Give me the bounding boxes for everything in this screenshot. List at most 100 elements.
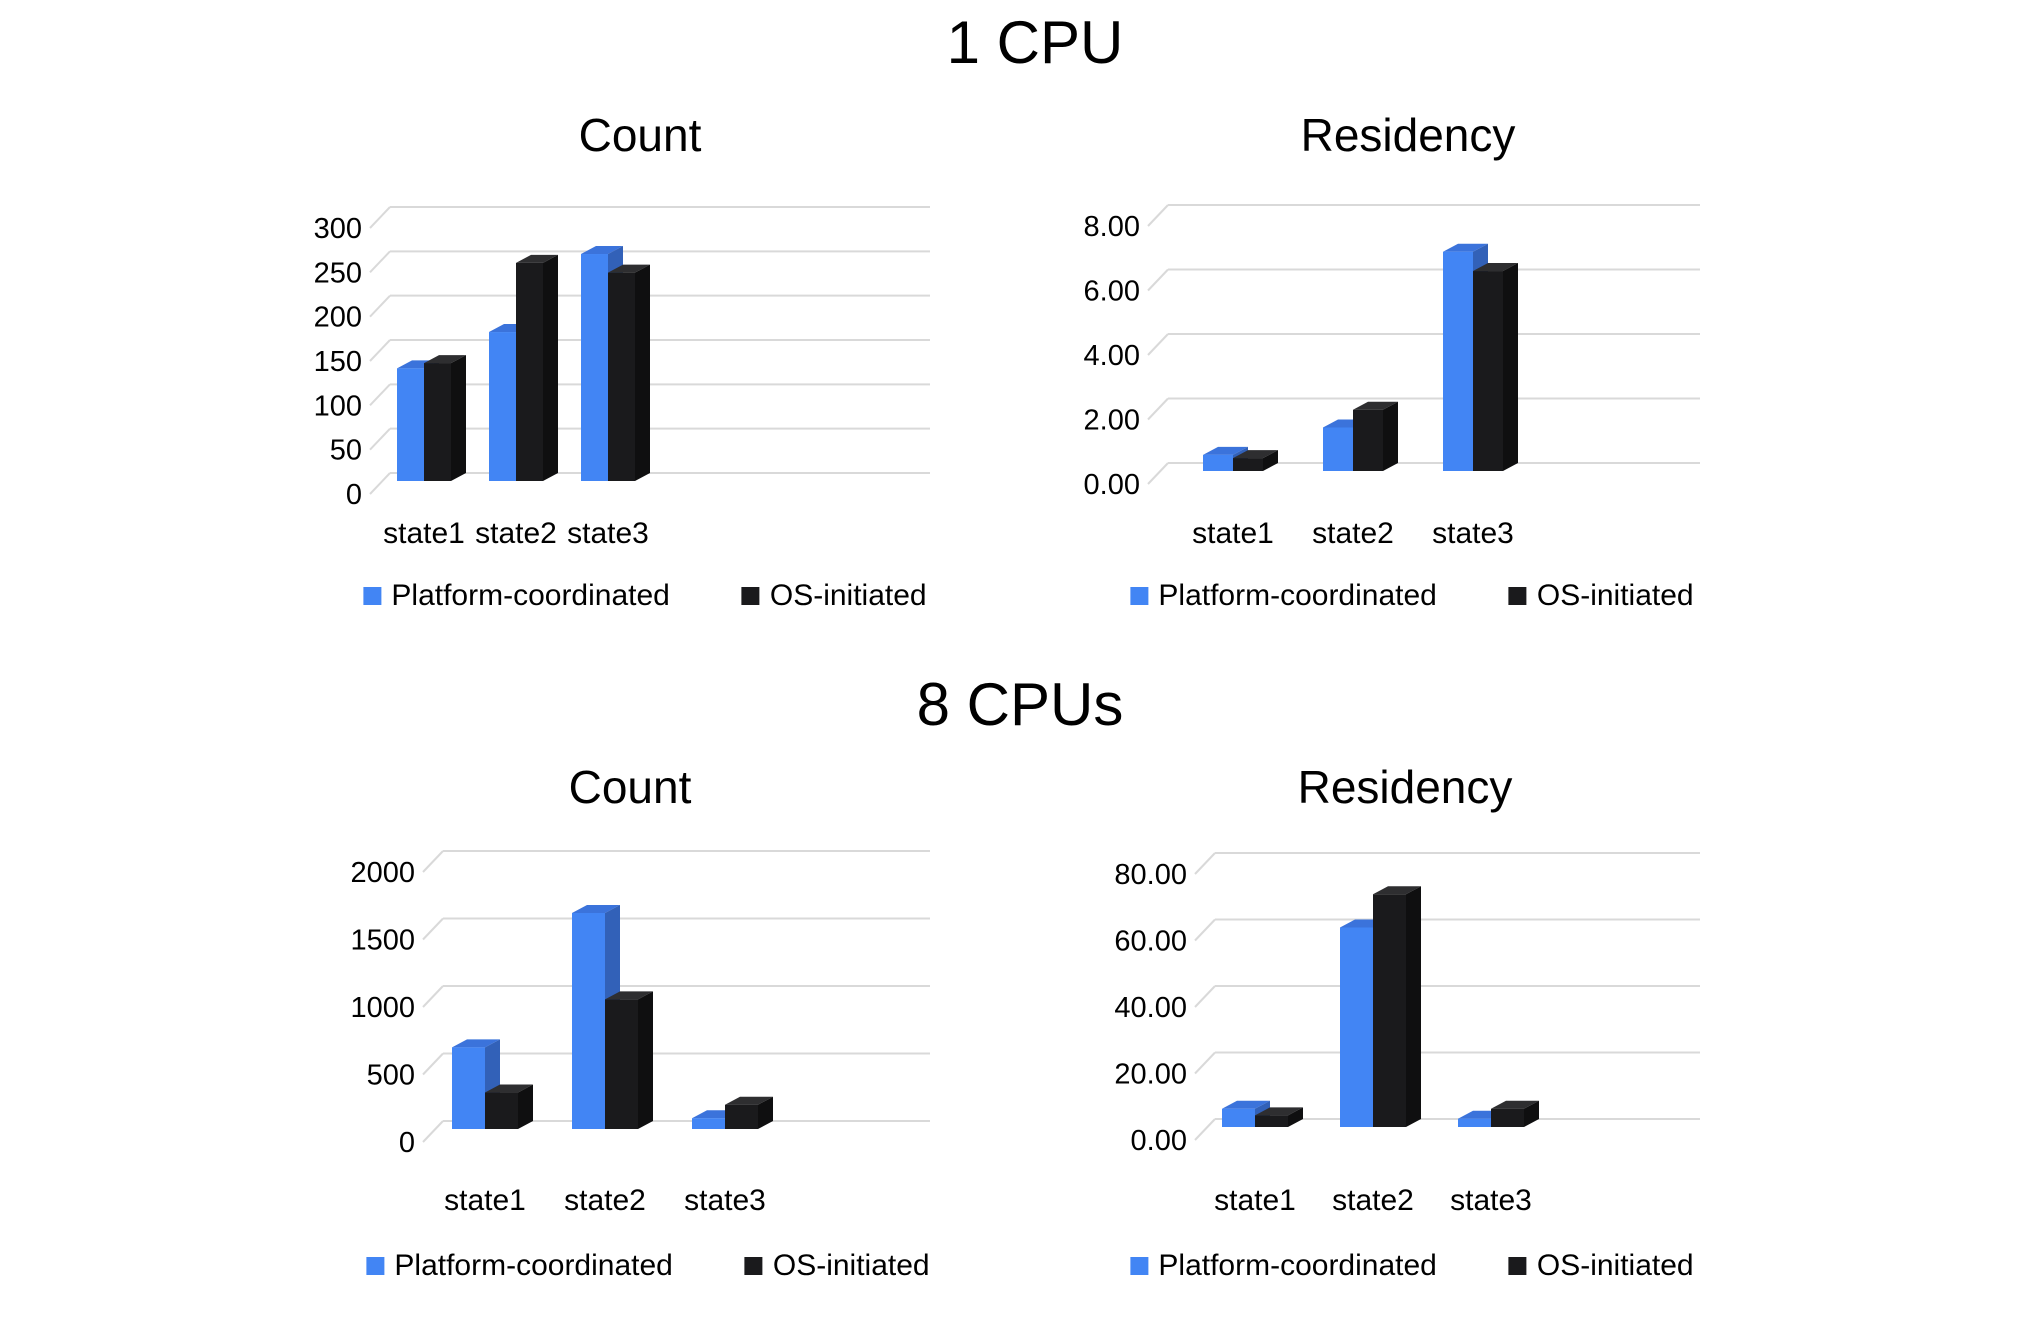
legend-cpu8-residency: Platform-coordinated OS-initiated bbox=[1130, 1249, 1694, 1283]
bar-os-state3-side bbox=[758, 1096, 773, 1129]
legend-swatch-platform bbox=[366, 1257, 385, 1275]
gridline-perspective-tick bbox=[422, 985, 444, 1008]
legend-label-platform: Platform-coordinated bbox=[391, 579, 670, 612]
legend-item-platform: Platform-coordinated bbox=[366, 1249, 673, 1283]
bar-os-state3 bbox=[1473, 271, 1503, 471]
y-tick-label: 1000 bbox=[350, 992, 415, 1024]
legend-item-platform: Platform-coordinated bbox=[1130, 579, 1437, 613]
y-tick-label: 0 bbox=[346, 479, 362, 511]
chart-title-cpu1-count: Count bbox=[578, 109, 702, 161]
gridline-perspective-tick bbox=[369, 250, 391, 274]
chart-plot-cpu1-count: 0 50 100 150 200 250 300 state1 state2 state3 bbox=[314, 206, 930, 550]
x-category-label: state3 bbox=[1450, 1184, 1532, 1217]
legend-cpu1-count: Platform-coordinated OS-initiated bbox=[363, 579, 927, 613]
section-title-8cpus: 8 CPUs bbox=[916, 671, 1124, 738]
gridline-perspective-tick bbox=[1194, 1051, 1216, 1075]
x-category-label: state2 bbox=[564, 1184, 646, 1217]
y-tick-label: 1500 bbox=[350, 925, 415, 957]
gridline-perspective-tick bbox=[369, 427, 391, 451]
bar-os-state1-side bbox=[1263, 450, 1278, 471]
bar-platform-state3 bbox=[581, 254, 608, 481]
y-tick-label: 4.00 bbox=[1084, 340, 1140, 372]
y-tick-label: 40.00 bbox=[1114, 992, 1187, 1024]
y-tick-label: 8.00 bbox=[1084, 211, 1140, 243]
x-category-label: state2 bbox=[1312, 517, 1394, 550]
x-category-label: state3 bbox=[567, 517, 649, 550]
bar-platform-state1 bbox=[397, 368, 424, 481]
bar-os-state3-side bbox=[1503, 263, 1518, 471]
gridline-perspective-tick bbox=[1194, 918, 1216, 942]
bar-os-state3-top bbox=[1491, 1100, 1539, 1109]
legend-item-os: OS-initiated bbox=[1508, 1249, 1694, 1283]
y-tick-label: 150 bbox=[314, 346, 362, 378]
legend-label-platform: Platform-coordinated bbox=[1158, 579, 1437, 612]
bar-os-state3-side bbox=[635, 264, 650, 481]
y-tick-label: 0 bbox=[399, 1127, 415, 1159]
bar-os-state1-top bbox=[485, 1084, 533, 1093]
bar-platform-state1 bbox=[1203, 454, 1233, 471]
bar-os-state2 bbox=[1353, 409, 1383, 471]
legend-label-os: OS-initiated bbox=[769, 579, 927, 612]
gridline-perspective-tick bbox=[369, 339, 391, 362]
section-title-1cpu: 1 CPU bbox=[946, 9, 1124, 76]
bar-platform-state1-top bbox=[1222, 1100, 1270, 1109]
bar-os-state2-top bbox=[516, 254, 558, 263]
gridline-perspective-tick bbox=[1147, 397, 1169, 421]
legend-label-os: OS-initiated bbox=[1536, 1249, 1694, 1282]
x-category-label: state3 bbox=[1432, 517, 1514, 550]
bar-platform-state1 bbox=[1222, 1108, 1255, 1127]
bar-os-state1-top bbox=[424, 355, 466, 364]
bar-platform-state3-top bbox=[581, 246, 623, 255]
bar-os-state3 bbox=[1491, 1108, 1524, 1127]
bar-os-state2 bbox=[1373, 894, 1406, 1127]
bar-os-state1-top bbox=[1255, 1107, 1303, 1116]
y-tick-label: 0.00 bbox=[1131, 1125, 1187, 1157]
legend-swatch-os bbox=[741, 587, 760, 605]
legend-item-os: OS-initiated bbox=[1508, 579, 1694, 613]
legend-swatch-platform bbox=[1130, 587, 1149, 605]
bar-platform-state3 bbox=[692, 1118, 725, 1129]
y-tick-label: 500 bbox=[367, 1060, 415, 1092]
y-tick-label: 80.00 bbox=[1114, 859, 1187, 891]
bar-os-state2-side bbox=[1406, 886, 1421, 1127]
chart-title-cpu8-residency: Residency bbox=[1297, 761, 1513, 813]
bar-os-state2-side bbox=[1383, 401, 1398, 471]
bar-platform-state3 bbox=[1458, 1118, 1491, 1127]
y-tick-label: 50 bbox=[330, 435, 362, 467]
gridline-perspective-tick bbox=[1194, 852, 1216, 875]
chart-plot-cpu8-residency: 0.00 20.00 40.00 60.00 80.00 state1 state2 stat… bbox=[1114, 852, 1700, 1217]
gridline-perspective-tick bbox=[1147, 204, 1169, 227]
gridline-perspective-tick bbox=[369, 294, 391, 318]
legend-cpu8-count: Platform-coordinated OS-initiated bbox=[366, 1249, 930, 1283]
legend-item-platform: Platform-coordinated bbox=[363, 579, 670, 613]
x-category-label: state3 bbox=[684, 1184, 766, 1217]
y-tick-label: 2000 bbox=[350, 857, 415, 889]
bar-os-state3-top bbox=[725, 1096, 773, 1105]
legend-cpu1-residency: Platform-coordinated OS-initiated bbox=[1130, 579, 1694, 613]
gridline-perspective-tick bbox=[1147, 462, 1169, 485]
legend-swatch-os bbox=[1508, 1257, 1527, 1275]
bar-os-state2-top bbox=[605, 991, 653, 1000]
y-tick-label: 100 bbox=[314, 390, 362, 422]
bar-os-state1 bbox=[424, 363, 451, 481]
bar-os-state1 bbox=[485, 1092, 518, 1129]
legend-swatch-os bbox=[1508, 587, 1527, 605]
gridline-perspective-tick bbox=[369, 472, 391, 495]
chart-plot-cpu8-count: 0 500 1000 1500 2000 state1 state2 state3 bbox=[350, 850, 930, 1217]
gridline-perspective-tick bbox=[1194, 1118, 1216, 1141]
y-tick-label: 60.00 bbox=[1114, 926, 1187, 958]
bar-os-state2 bbox=[516, 262, 543, 481]
bar-os-state1-side bbox=[451, 355, 466, 481]
bar-platform-state2 bbox=[572, 913, 605, 1129]
legend-label-os: OS-initiated bbox=[772, 1249, 930, 1282]
y-tick-label: 250 bbox=[314, 257, 362, 289]
legend-swatch-os bbox=[744, 1257, 763, 1275]
bar-os-state2 bbox=[605, 999, 638, 1129]
bar-os-state1 bbox=[1233, 458, 1263, 471]
bar-os-state3-side bbox=[1524, 1100, 1539, 1127]
gridline-perspective-tick bbox=[1194, 985, 1216, 1008]
legend-label-platform: Platform-coordinated bbox=[1158, 1249, 1437, 1282]
bar-platform-state1-top bbox=[452, 1039, 500, 1048]
legend-item-os: OS-initiated bbox=[744, 1249, 930, 1283]
